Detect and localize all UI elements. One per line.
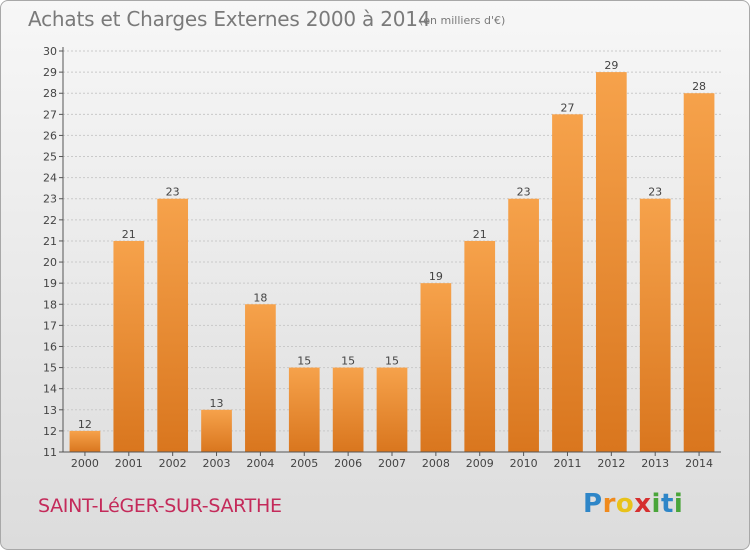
y-tick-label: 20 bbox=[43, 256, 57, 269]
x-tick-label: 2000 bbox=[71, 457, 99, 470]
bar bbox=[508, 198, 539, 452]
bar-value-label: 18 bbox=[253, 291, 267, 304]
bar-value-label: 23 bbox=[648, 186, 662, 199]
y-tick-label: 15 bbox=[43, 362, 57, 375]
x-tick-label: 2014 bbox=[685, 457, 713, 470]
x-tick-label: 2007 bbox=[378, 457, 406, 470]
x-tick-label: 2002 bbox=[159, 457, 187, 470]
bar bbox=[595, 72, 627, 453]
bar bbox=[464, 240, 496, 452]
y-tick-label: 25 bbox=[43, 151, 57, 164]
y-tick-label: 13 bbox=[43, 404, 57, 417]
bars: 12 21 23 13 18 15 15 15 19 21 23 27 29 23 28 bbox=[69, 59, 715, 453]
bar-value-label: 27 bbox=[560, 101, 574, 114]
proxiti-logo: Proxiti bbox=[583, 489, 683, 519]
y-tick-label: 23 bbox=[43, 193, 57, 206]
logo-letter: r bbox=[602, 489, 616, 519]
y-tick-label: 26 bbox=[43, 129, 57, 142]
axes: 11 12 13 14 15 16 17 18 19 20 21 22 23 24 25 26 27 28 29 30… bbox=[43, 45, 721, 470]
y-tick-label: 24 bbox=[43, 172, 57, 185]
x-tick-label: 2012 bbox=[597, 457, 625, 470]
bar-value-label: 23 bbox=[166, 186, 180, 199]
x-tick-label: 2009 bbox=[466, 457, 494, 470]
y-tick-label: 12 bbox=[43, 425, 57, 438]
x-tick-label: 2004 bbox=[246, 457, 274, 470]
bar bbox=[288, 367, 320, 452]
bar-value-label: 19 bbox=[429, 270, 443, 283]
bar-value-label: 12 bbox=[78, 418, 92, 431]
x-tick-label: 2013 bbox=[641, 457, 669, 470]
bar-value-label: 21 bbox=[122, 228, 136, 241]
x-tick-label: 2006 bbox=[334, 457, 362, 470]
y-tick-label: 28 bbox=[43, 87, 57, 100]
bar-value-label: 15 bbox=[341, 355, 355, 368]
logo-letter: P bbox=[583, 489, 603, 519]
y-tick-label: 11 bbox=[43, 446, 57, 459]
bar bbox=[332, 367, 364, 452]
chart-unit: (en milliers d'€) bbox=[419, 14, 506, 27]
bar bbox=[376, 367, 408, 452]
logo-letter: i bbox=[673, 489, 684, 519]
y-tick-label: 27 bbox=[43, 108, 57, 121]
logo-letter: x bbox=[634, 489, 652, 519]
bar bbox=[113, 240, 145, 452]
chart-title: Achats et Charges Externes 2000 à 2014 bbox=[28, 7, 431, 31]
y-tick-label: 29 bbox=[43, 66, 57, 79]
bar-value-label: 21 bbox=[473, 228, 487, 241]
bar bbox=[552, 114, 583, 452]
y-tick-label: 19 bbox=[43, 277, 57, 290]
y-tick-label: 30 bbox=[43, 45, 57, 58]
y-tick-label: 14 bbox=[43, 383, 57, 396]
logo-letter: t bbox=[660, 489, 674, 519]
y-tick-label: 22 bbox=[43, 214, 57, 227]
bar bbox=[69, 430, 101, 452]
logo-letter: o bbox=[615, 489, 635, 519]
x-tick-label: 2010 bbox=[510, 457, 538, 470]
x-tick-label: 2005 bbox=[290, 457, 318, 470]
logo-letter: i bbox=[651, 489, 661, 519]
x-tick-label: 2001 bbox=[115, 457, 143, 470]
bar bbox=[683, 93, 715, 453]
bar-value-label: 29 bbox=[604, 59, 618, 72]
commune-name: SAINT-LéGER-SUR-SARTHE bbox=[38, 495, 282, 517]
x-tick-label: 2011 bbox=[553, 457, 581, 470]
bar bbox=[420, 283, 452, 452]
bar-value-label: 15 bbox=[297, 355, 311, 368]
y-tick-label: 18 bbox=[43, 298, 57, 311]
bar-value-label: 28 bbox=[692, 80, 706, 93]
bar-value-label: 13 bbox=[210, 397, 224, 410]
y-tick-label: 17 bbox=[43, 319, 57, 332]
bar bbox=[157, 198, 189, 452]
bar bbox=[245, 304, 276, 452]
bar bbox=[639, 198, 671, 452]
y-tick-label: 21 bbox=[43, 235, 57, 248]
y-tick-label: 16 bbox=[43, 340, 57, 353]
bar-value-label: 23 bbox=[517, 186, 531, 199]
bar bbox=[201, 409, 232, 452]
x-tick-label: 2008 bbox=[422, 457, 450, 470]
x-tick-label: 2003 bbox=[203, 457, 231, 470]
bar-value-label: 15 bbox=[385, 355, 399, 368]
